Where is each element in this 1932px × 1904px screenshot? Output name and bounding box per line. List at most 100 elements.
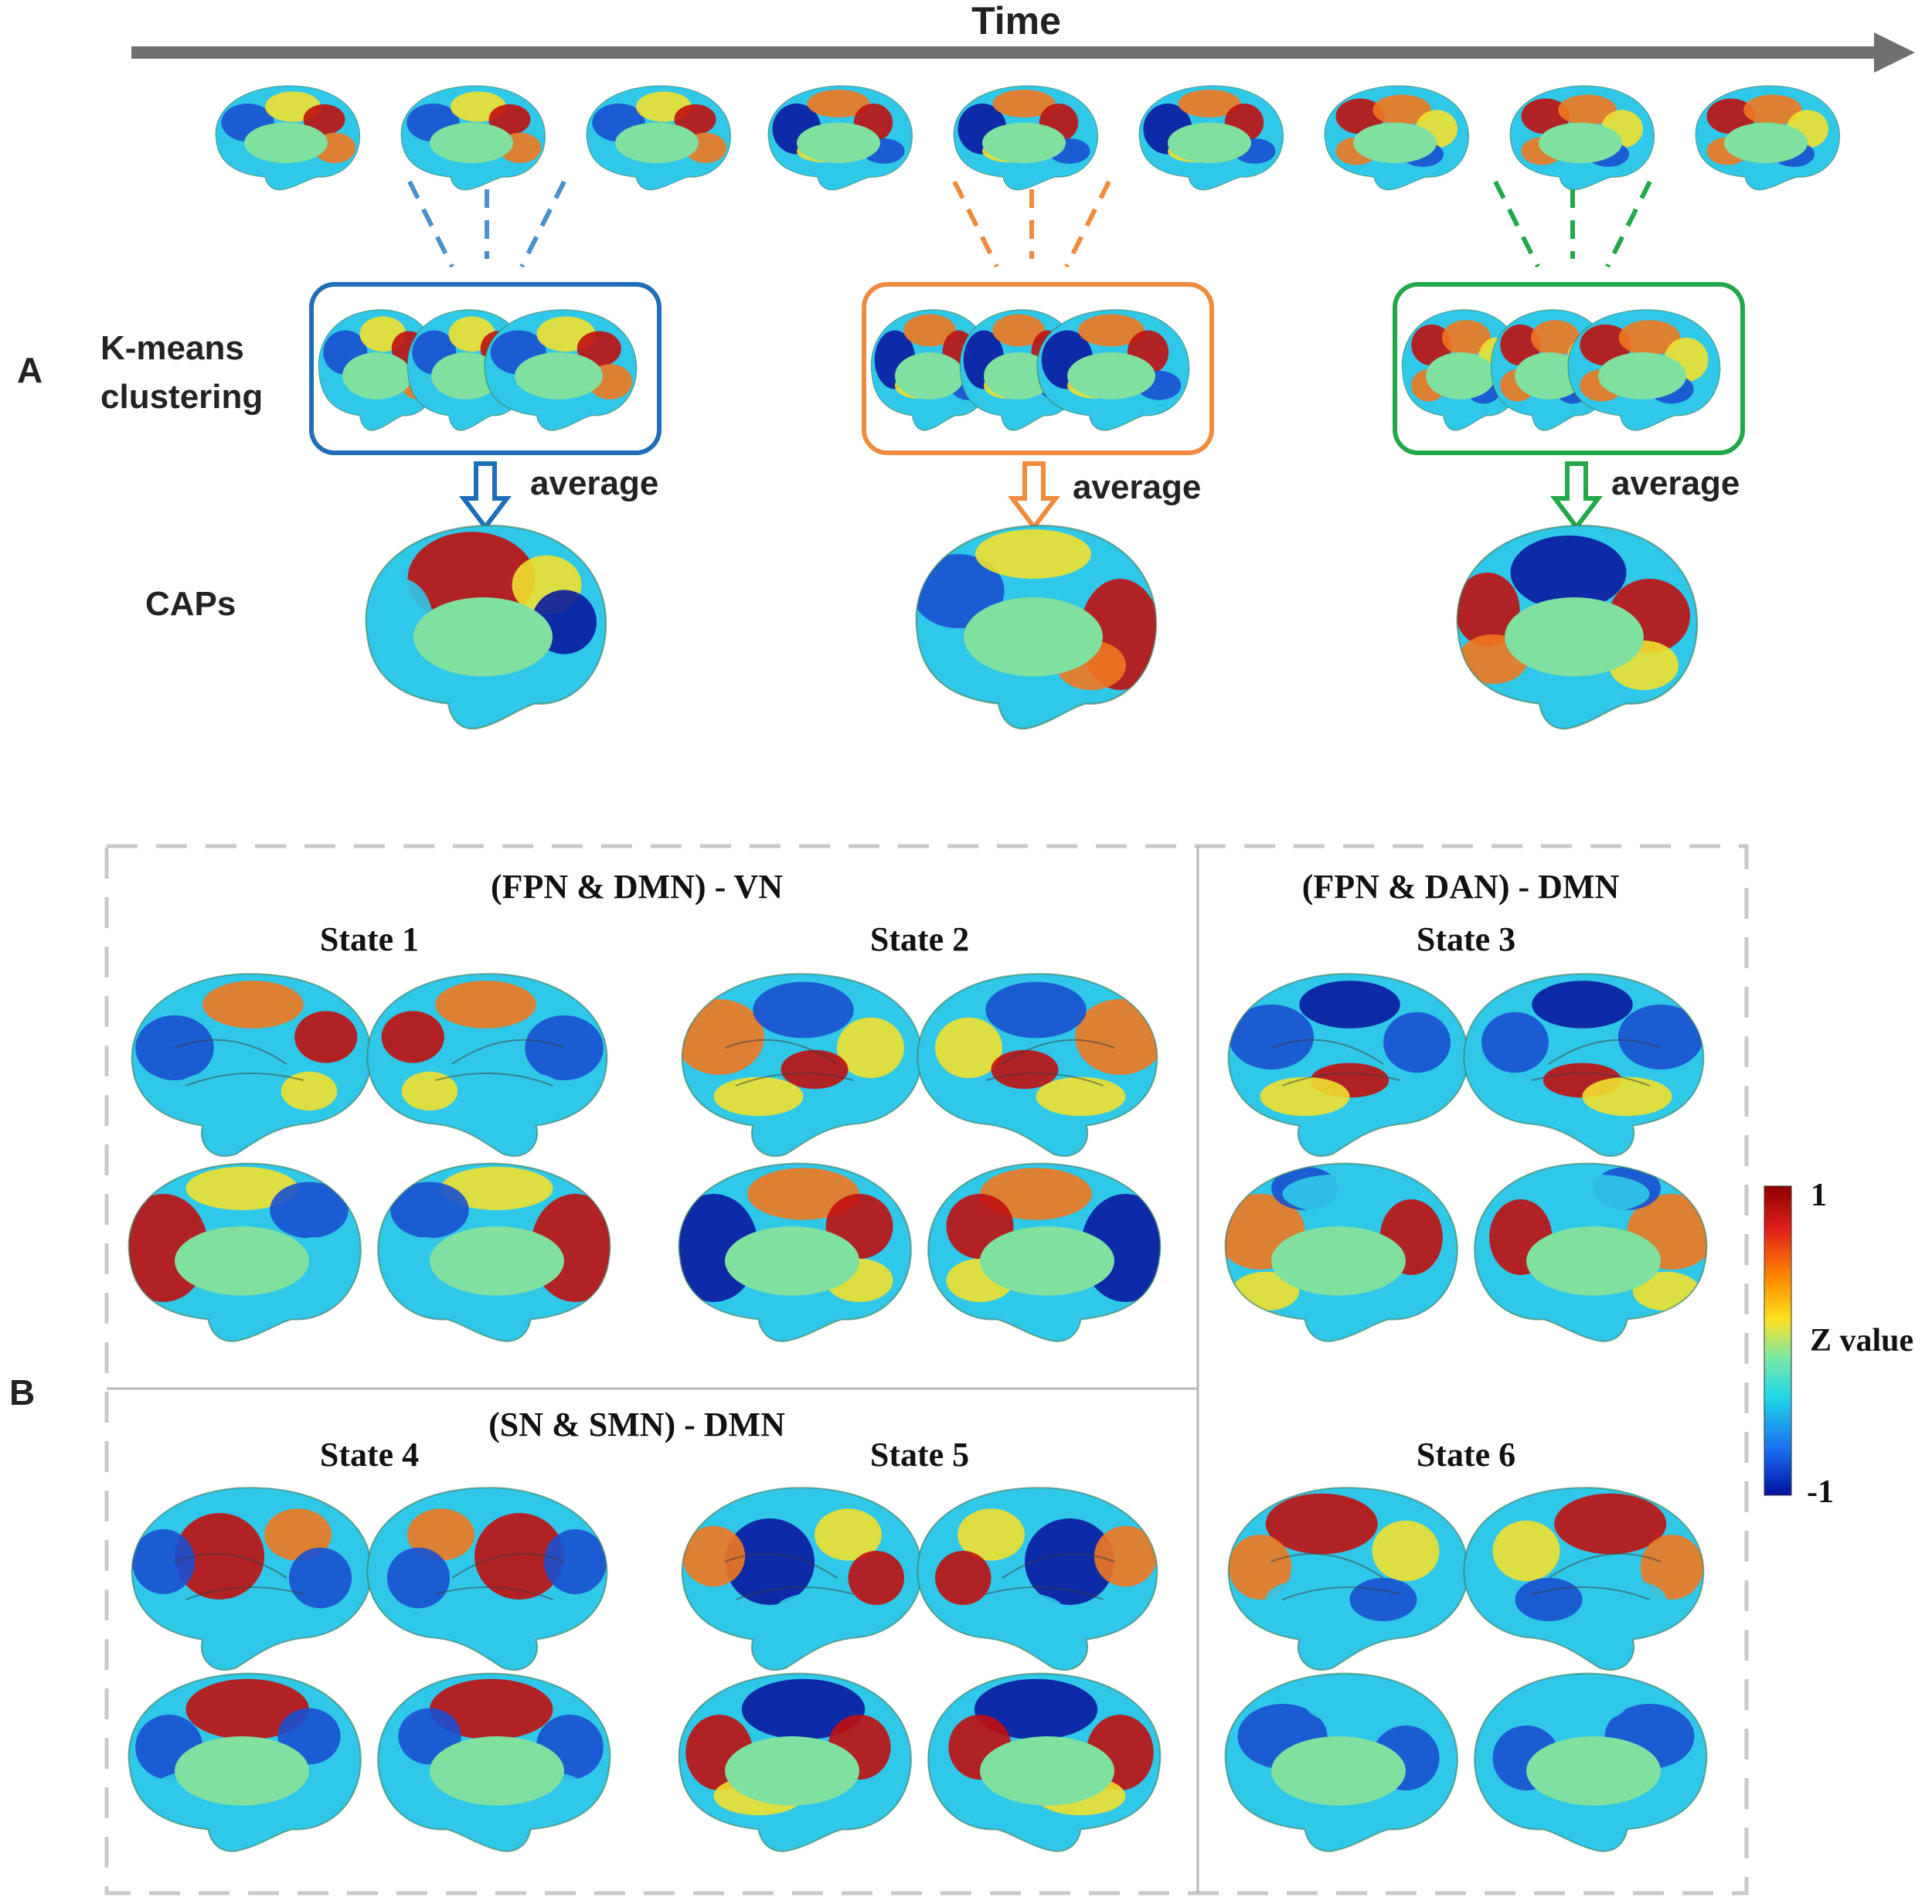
activation-blob xyxy=(1282,1174,1395,1214)
state-3-right-medial xyxy=(1474,1162,1708,1342)
activation-blob xyxy=(985,1593,1064,1628)
sulcus-line xyxy=(451,1552,565,1579)
cap-brain-green xyxy=(1456,524,1699,730)
medial-wall xyxy=(1353,122,1437,164)
medial-wall xyxy=(1271,1736,1406,1806)
brain-activation-map xyxy=(1492,1682,1695,1819)
cluster-box-blue xyxy=(309,282,662,455)
state-6-label: State 6 xyxy=(1417,1436,1515,1474)
medial-wall xyxy=(430,1226,564,1296)
brain-activation-map xyxy=(935,981,1158,1117)
brain-outline xyxy=(1227,1487,1469,1671)
activation-blob xyxy=(407,1508,474,1561)
brain-activation-map xyxy=(592,91,726,168)
connector-blue-3 xyxy=(519,180,566,268)
medial-wall xyxy=(982,122,1066,164)
activation-blob xyxy=(753,981,854,1039)
state-3-left-medial xyxy=(1224,1162,1458,1342)
activation-blob xyxy=(401,1071,458,1111)
activation-blob xyxy=(781,1049,849,1090)
cluster-brain-orange-3 xyxy=(1036,309,1190,431)
activation-blob xyxy=(1372,1520,1440,1582)
time-point-brain-7 xyxy=(1324,85,1470,191)
connector-blue-1 xyxy=(407,180,454,268)
brain-outline xyxy=(678,1672,912,1852)
activation-blob xyxy=(381,1011,444,1063)
sulcus-line xyxy=(1282,1073,1401,1086)
activation-blob xyxy=(1515,1578,1583,1621)
activation-blob xyxy=(1228,1535,1292,1600)
sulcus-line xyxy=(1531,1073,1650,1086)
brain-outline xyxy=(377,1162,611,1342)
brain-activation-map xyxy=(1481,981,1704,1117)
state-1-right-medial xyxy=(377,1162,611,1342)
activation-blob xyxy=(1094,1525,1158,1587)
state-2-left-lateral xyxy=(681,973,923,1158)
medial-wall xyxy=(515,352,603,400)
state-1-brains xyxy=(128,973,611,1342)
time-arrow: Time xyxy=(131,0,1915,73)
activation-blob xyxy=(1265,1493,1378,1555)
brain-activation-map xyxy=(369,532,597,694)
activation-blob xyxy=(474,1071,564,1111)
state-2-label: State 2 xyxy=(870,920,969,958)
average-arrow-orange xyxy=(1007,461,1061,531)
brain-activation-map xyxy=(679,1168,893,1302)
activation-blob xyxy=(713,1076,804,1117)
state-4-right-lateral xyxy=(366,1487,608,1671)
medial-wall xyxy=(1168,122,1251,164)
brain-outline xyxy=(959,309,1081,431)
colorbar: 1 -1 Z value xyxy=(1764,1178,1913,1510)
sulcus-line xyxy=(1002,1552,1115,1579)
activation-blob xyxy=(1036,1076,1126,1117)
time-point-brain-3 xyxy=(586,85,732,191)
brain-activation-map xyxy=(390,1167,611,1302)
brain-outline xyxy=(1463,1487,1705,1671)
brain-activation-map xyxy=(1143,89,1276,164)
group3-title: (SN & SMN) - DMN xyxy=(488,1406,785,1443)
medial-wall xyxy=(1505,597,1644,677)
activation-blob xyxy=(1618,320,1681,355)
medial-wall xyxy=(244,122,328,164)
activation-blob xyxy=(1383,1012,1451,1073)
activation-blob xyxy=(725,1518,815,1605)
brain-outline xyxy=(1490,309,1612,431)
brain-activation-map xyxy=(1706,94,1828,167)
brain-activation-map xyxy=(1237,1682,1440,1819)
medial-wall xyxy=(895,352,964,400)
brain-outline xyxy=(917,1487,1158,1671)
state-3-label: State 3 xyxy=(1417,920,1515,958)
sulcus-line xyxy=(1548,1039,1662,1065)
brain-outline xyxy=(681,1487,923,1671)
activation-blob xyxy=(474,1513,564,1600)
brain-outline xyxy=(1224,1672,1458,1852)
activation-blob xyxy=(1304,1682,1417,1726)
brain-outline xyxy=(1036,309,1190,431)
activation-blob xyxy=(991,1049,1059,1090)
brain-outline xyxy=(377,1672,611,1852)
cluster-box-orange xyxy=(862,282,1214,455)
time-point-brain-6 xyxy=(1138,85,1284,191)
sulcus-line xyxy=(174,1552,287,1579)
activation-blob xyxy=(435,981,536,1028)
activation-blob xyxy=(303,104,345,135)
activation-blob xyxy=(175,1513,264,1600)
sulcus-line xyxy=(451,1039,565,1065)
state-6-left-lateral xyxy=(1227,1487,1469,1671)
state-1-label: State 1 xyxy=(320,920,419,958)
brain-activation-map xyxy=(682,981,904,1117)
brain-activation-map xyxy=(135,981,358,1111)
brain-outline xyxy=(366,973,608,1158)
activation-blob xyxy=(1260,1076,1350,1117)
state-2-right-lateral xyxy=(917,973,1158,1158)
sulcus-line xyxy=(724,1039,838,1065)
brain-activation-map xyxy=(386,1508,607,1628)
state-6-right-lateral xyxy=(1463,1487,1705,1671)
activation-blob xyxy=(1580,324,1631,366)
time-point-brain-2 xyxy=(400,85,546,191)
brain-activation-map xyxy=(772,89,905,164)
activation-blob xyxy=(131,1529,196,1594)
activation-blob xyxy=(1532,981,1633,1028)
sulcus-line xyxy=(736,1586,855,1600)
brain-activation-map xyxy=(916,529,1157,691)
